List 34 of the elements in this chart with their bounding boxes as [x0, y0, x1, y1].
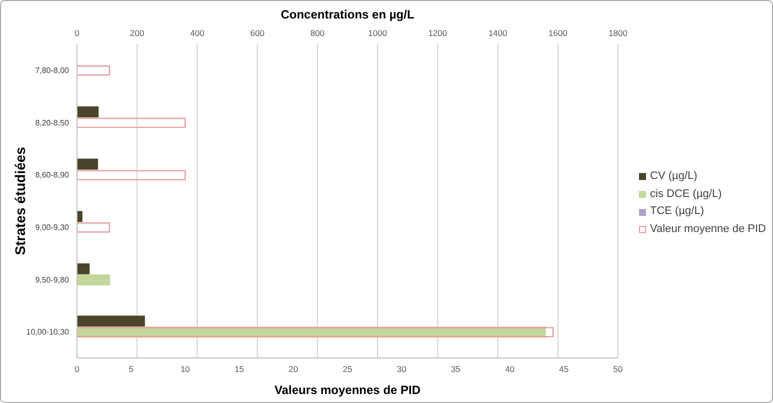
x2-tick-label: 800: [310, 28, 325, 38]
x-tick-label: 35: [450, 364, 461, 374]
x2-tick-label: 1600: [548, 28, 568, 38]
x2-axis-title: Concentrations en µg/L: [280, 8, 414, 22]
x-tick-label: 5: [128, 364, 134, 374]
y-tick-label: 8,60-8,90: [35, 170, 70, 180]
y-tick-label: 8,20-8,50: [35, 118, 70, 128]
legend-label: cis DCE (µg/L): [650, 186, 722, 202]
x-tick-label: 40: [505, 364, 515, 374]
legend-label: TCE (µg/L): [650, 204, 704, 220]
y-tick-label: 10,00-10,30: [26, 328, 70, 337]
x2-tick-label: 1800: [608, 28, 628, 38]
x-tick-label: 15: [234, 364, 244, 374]
y-tick-label: 7,80-8,00: [35, 66, 70, 76]
x2-tick-label: 0: [74, 28, 80, 38]
legend-label: Valeur moyenne de PID: [650, 222, 766, 238]
x-tick-label: 30: [396, 364, 407, 374]
x-axis-title: Valeurs moyennes de PID: [274, 383, 421, 397]
legend-label: CV (µg/L): [650, 169, 698, 184]
x-tick-label: 50: [613, 364, 623, 374]
x2-tick-label: 200: [130, 28, 144, 38]
x-tick-label: 25: [342, 364, 352, 374]
x2-tick-label: 400: [190, 28, 205, 38]
x-tick-label: 45: [559, 364, 569, 374]
x2-tick-label: 1000: [368, 28, 388, 38]
y-axis-title: Strates étudiées: [12, 146, 28, 256]
x-tick-label: 20: [288, 364, 298, 374]
x2-tick-label: 1200: [428, 28, 448, 38]
x2-tick-label: 1400: [488, 28, 508, 38]
y-tick-label: 9,00-9,30: [35, 223, 70, 232]
x-tick-label: 0: [74, 364, 80, 374]
y-tick-label: 9,50-9,80: [35, 275, 70, 284]
x-tick-label: 10: [180, 364, 190, 374]
x2-tick-label: 600: [250, 28, 265, 38]
